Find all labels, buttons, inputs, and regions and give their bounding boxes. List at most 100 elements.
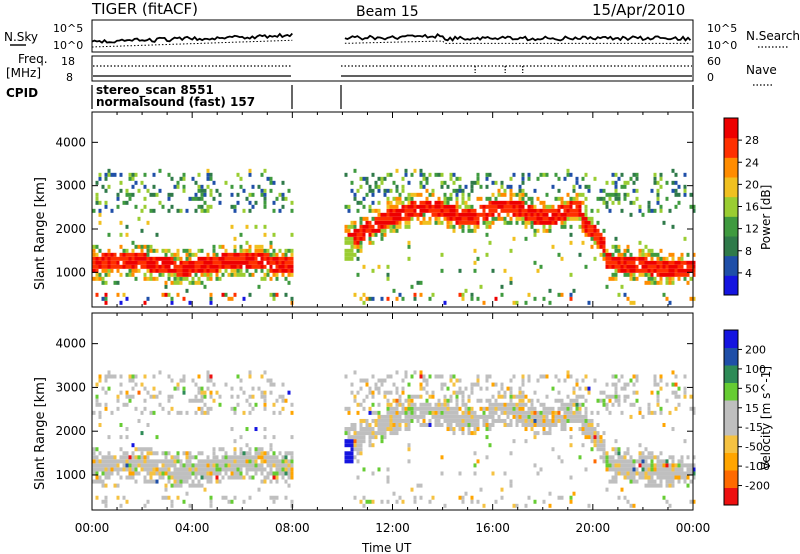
power-cell <box>386 172 390 177</box>
power-cell <box>170 204 174 209</box>
velocity-cell <box>134 382 138 387</box>
velocity-cell <box>569 410 573 415</box>
velocity-cell <box>566 370 570 375</box>
power-cell <box>485 176 489 181</box>
power-cell <box>110 256 114 261</box>
velocity-cell <box>548 422 552 427</box>
velocity-cell <box>650 467 654 472</box>
velocity-cell <box>452 414 456 419</box>
velocity-cell <box>182 479 186 484</box>
power-cell <box>599 244 603 249</box>
velocity-cell <box>212 398 216 403</box>
velocity-cell <box>560 422 564 427</box>
velocity-cell <box>662 495 666 500</box>
velocity-cell <box>650 483 654 488</box>
power-cell <box>500 184 504 189</box>
velocity-cell <box>344 431 348 436</box>
power-cell <box>437 204 441 209</box>
velocity-cell <box>104 455 108 460</box>
velocity-cell <box>359 386 363 391</box>
power-cell <box>620 256 624 261</box>
velocity-cell <box>671 467 675 472</box>
power-cell <box>614 248 618 253</box>
velocity-cell <box>290 410 294 415</box>
power-cell <box>131 264 135 269</box>
power-cell <box>212 196 216 201</box>
velocity-cell <box>188 471 192 476</box>
velocity-cell <box>464 491 468 496</box>
power-cell <box>269 276 273 281</box>
power-cell <box>404 208 408 213</box>
power-cell <box>626 268 630 273</box>
velocity-cell <box>344 455 348 460</box>
velocity-cell <box>284 471 288 476</box>
velocity-cell <box>356 459 360 464</box>
power-cell <box>182 176 186 181</box>
velocity-cell <box>146 459 150 464</box>
power-cell <box>509 176 513 181</box>
power-cell <box>149 276 153 281</box>
velocity-cell <box>623 463 627 468</box>
velocity-cell <box>683 386 687 391</box>
power-cell <box>281 260 285 265</box>
velocity-cell <box>416 394 420 399</box>
power-cell <box>248 168 252 173</box>
power-cell <box>515 300 519 305</box>
velocity-cell <box>485 386 489 391</box>
velocity-cell <box>149 479 153 484</box>
power-cell <box>236 172 240 177</box>
velocity-cell <box>281 398 285 403</box>
velocity-cell <box>167 463 171 468</box>
velocity-cell <box>431 410 435 415</box>
velocity-cell <box>665 471 669 476</box>
velocity-cell <box>401 402 405 407</box>
velocity-cell <box>611 479 615 484</box>
power-cell <box>173 260 177 265</box>
power-cell <box>119 244 123 249</box>
power-cell <box>623 192 627 197</box>
velocity-cell <box>599 439 603 444</box>
power-cell <box>413 192 417 197</box>
velocity-cell <box>263 435 267 440</box>
power-cell <box>617 196 621 201</box>
velocity-cell <box>395 431 399 436</box>
velocity-cell <box>389 431 393 436</box>
velocity-cell <box>401 390 405 395</box>
power-cell <box>179 256 183 261</box>
velocity-cell <box>437 406 441 411</box>
velocity-cell <box>599 390 603 395</box>
velocity-cell <box>560 427 564 432</box>
power-cell <box>425 200 429 205</box>
power-cell <box>644 272 648 277</box>
power-cell <box>149 260 153 265</box>
velocity-cell <box>248 467 252 472</box>
power-cell <box>467 224 471 229</box>
power-cell <box>281 180 285 185</box>
velocity-cell <box>611 475 615 480</box>
x-tick-label: 12:00 <box>375 521 410 535</box>
velocity-cell <box>386 475 390 480</box>
power-cell <box>569 196 573 201</box>
power-cell <box>536 208 540 213</box>
power-cell <box>143 272 147 277</box>
power-cell <box>434 204 438 209</box>
power-cell <box>377 224 381 229</box>
power-cell <box>575 216 579 221</box>
velocity-cell <box>359 427 363 432</box>
power-cell <box>551 220 555 225</box>
power-cell <box>437 220 441 225</box>
power-cell <box>203 260 207 265</box>
power-cell <box>524 200 528 205</box>
power-cell <box>173 264 177 269</box>
velocity-cell <box>452 374 456 379</box>
velocity-cell <box>101 467 105 472</box>
velocity-cell <box>215 467 219 472</box>
power-cell <box>503 192 507 197</box>
velocity-cell <box>662 459 666 464</box>
velocity-cell <box>662 471 666 476</box>
velocity-cell <box>455 394 459 399</box>
velocity-cell <box>350 382 354 387</box>
velocity-cell <box>629 503 633 508</box>
power-cell <box>578 204 582 209</box>
velocity-cell <box>122 455 126 460</box>
